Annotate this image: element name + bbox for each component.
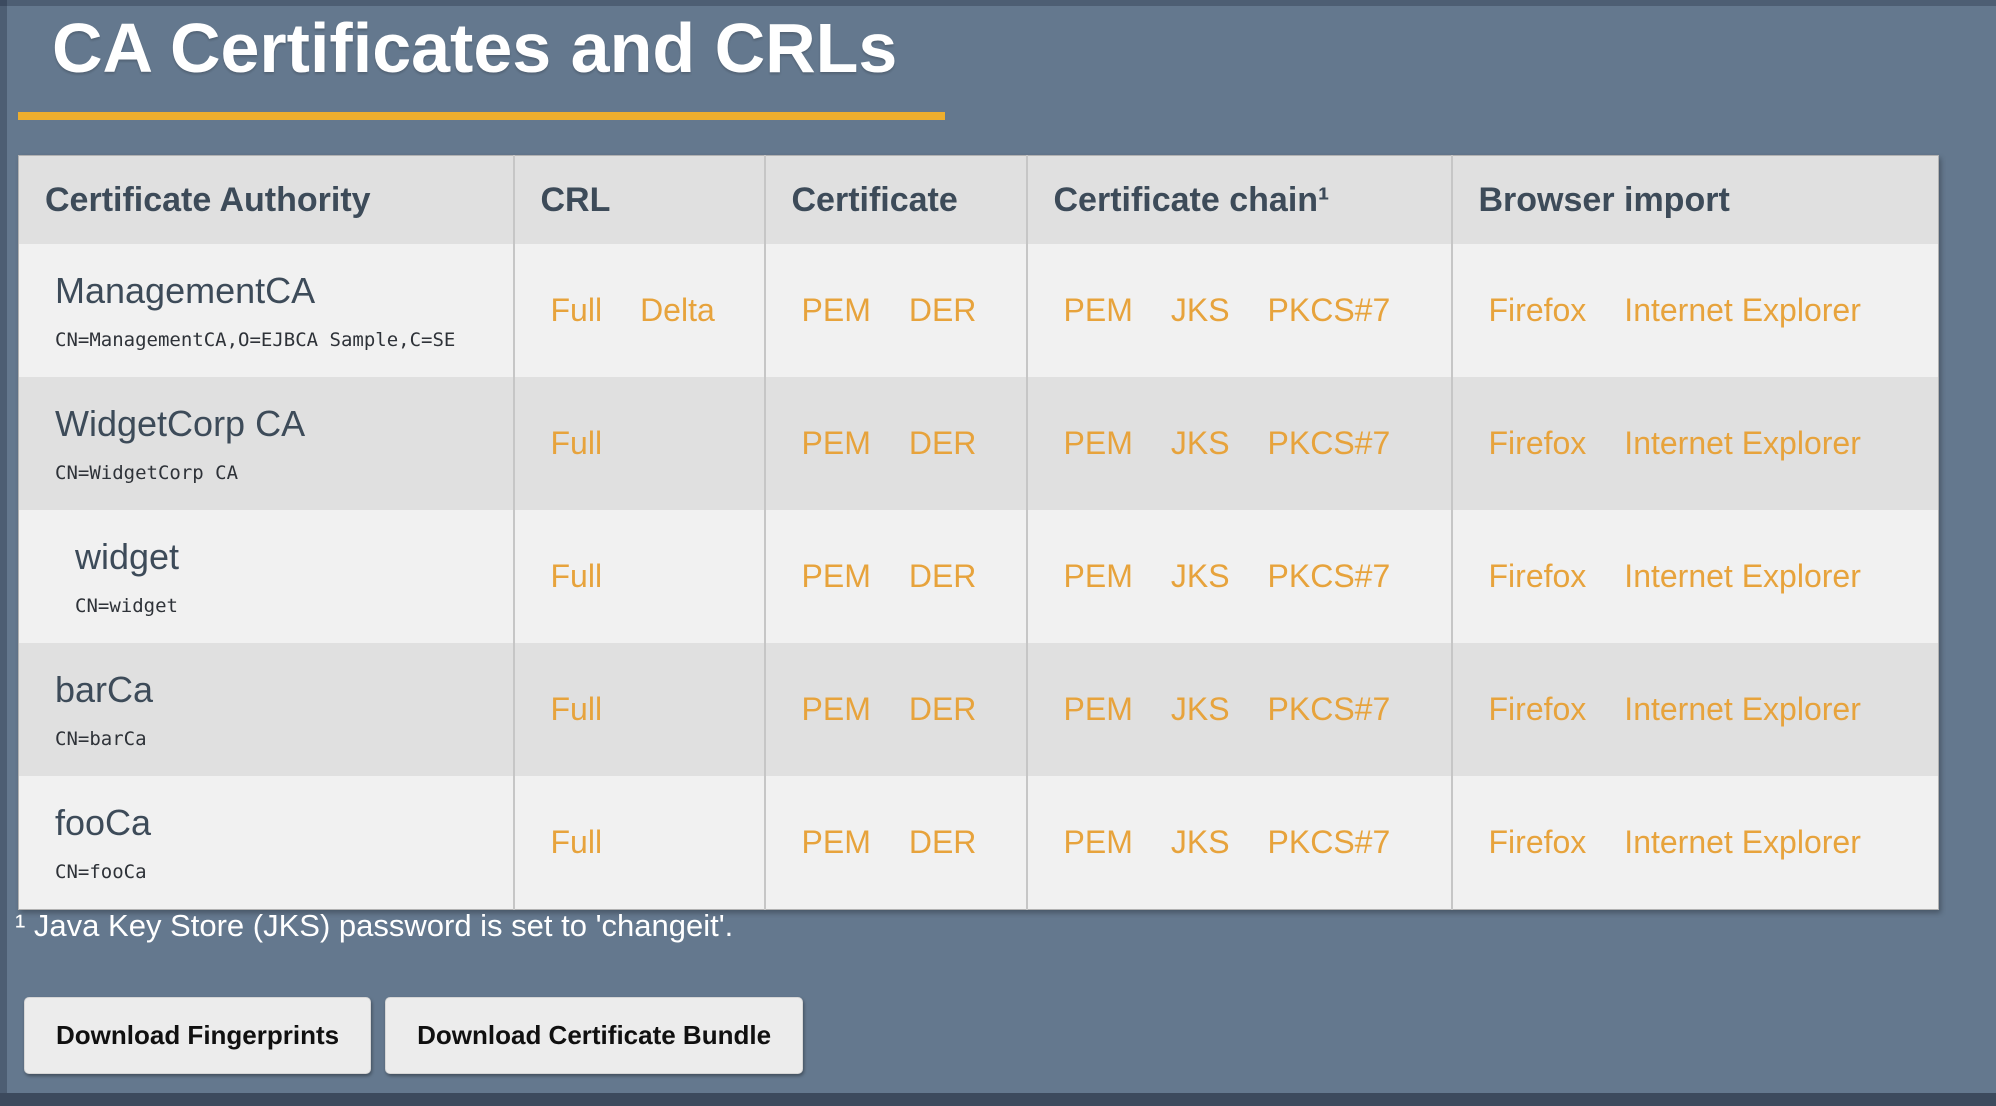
ca-cell: ManagementCA CN=ManagementCA,O=EJBCA Samp… [18,244,514,377]
crl-links-cell: Full [512,377,765,510]
chain-jks-link[interactable]: JKS [1170,824,1230,860]
browser-firefox-link[interactable]: Firefox [1488,824,1587,860]
browser-firefox-link[interactable]: Firefox [1488,425,1587,461]
browser-internet-explorer-link[interactable]: Internet Explorer [1624,691,1861,727]
browser-links-cell: Firefox Internet Explorer [1450,510,1939,643]
ca-subject-dn: CN=fooCa [55,861,147,883]
browser-firefox-link[interactable]: Firefox [1488,691,1587,727]
cert-der-link[interactable]: DER [908,292,977,328]
browser-links-cell: Firefox Internet Explorer [1450,244,1939,377]
chain-jks-link[interactable]: JKS [1170,425,1230,461]
chain-links-cell: PEM JKS PKCS#7 [1025,776,1452,910]
cert-pem-link[interactable]: PEM [801,824,871,860]
ca-name: widget [75,536,180,577]
window-edge-left [0,0,7,1106]
cert-der-link[interactable]: DER [908,558,977,594]
table-header-row: Certificate Authority CRL Certificate Certi… [18,155,1939,244]
crl-links-cell: Full [512,643,765,776]
chain-pem-link[interactable]: PEM [1063,558,1133,594]
download-actions: Download Fingerprints Download Certifica… [24,997,804,1074]
title-underline [18,112,945,120]
ca-name: WidgetCorp CA [55,403,306,444]
ca-name: fooCa [55,802,152,843]
crl-full-link[interactable]: Full [550,425,603,461]
browser-links-cell: Firefox Internet Explorer [1450,776,1939,910]
ca-subject-dn: CN=ManagementCA,O=EJBCA Sample,C=SE [55,329,456,351]
browser-internet-explorer-link[interactable]: Internet Explorer [1624,824,1861,860]
column-header-chain: Certificate chain¹ [1025,155,1452,244]
cert-pem-link[interactable]: PEM [801,558,871,594]
ca-row-barca: barCa CN=barCa Full PEM DER PEM JKS PKCS#7 Firef… [18,643,1939,776]
chain-pem-link[interactable]: PEM [1063,292,1133,328]
cert-pem-link[interactable]: PEM [801,425,871,461]
browser-internet-explorer-link[interactable]: Internet Explorer [1624,558,1861,594]
browser-firefox-link[interactable]: Firefox [1488,558,1587,594]
chain-pkcs-7-link[interactable]: PKCS#7 [1267,558,1391,594]
crl-links-cell: Full [512,776,765,910]
chain-jks-link[interactable]: JKS [1170,691,1230,727]
ca-name: ManagementCA [55,270,316,311]
cert-links-cell: PEM DER [763,510,1027,643]
crl-full-link[interactable]: Full [550,292,603,328]
cert-pem-link[interactable]: PEM [801,691,871,727]
ca-subject-dn: CN=WidgetCorp CA [55,462,239,484]
ca-subject-dn: CN=barCa [55,728,147,750]
cert-der-link[interactable]: DER [908,824,977,860]
ca-cell: widget CN=widget [18,510,514,643]
cert-links-cell: PEM DER [763,643,1027,776]
cert-links-cell: PEM DER [763,244,1027,377]
ca-certificates-table: Certificate Authority CRL Certificate Certi… [18,155,1939,910]
crl-links-cell: Full [512,510,765,643]
jks-password-footnote: ¹ Java Key Store (JKS) password is set t… [15,908,734,943]
ca-row-widget: widget CN=widget Full PEM DER PEM JKS PKCS#7 Fir… [18,510,1939,643]
ca-cell: fooCa CN=fooCa [18,776,514,910]
browser-links-cell: Firefox Internet Explorer [1450,643,1939,776]
chain-jks-link[interactable]: JKS [1170,292,1230,328]
column-header-crl: CRL [512,155,765,244]
ca-subject-dn: CN=widget [75,595,178,617]
chain-pem-link[interactable]: PEM [1063,691,1133,727]
ca-row-managementca: ManagementCA CN=ManagementCA,O=EJBCA Samp… [18,244,1939,377]
crl-delta-link[interactable]: Delta [640,292,715,328]
browser-links-cell: Firefox Internet Explorer [1450,377,1939,510]
ca-cell: WidgetCorp CA CN=WidgetCorp CA [18,377,514,510]
chain-links-cell: PEM JKS PKCS#7 [1025,244,1452,377]
crl-full-link[interactable]: Full [550,824,603,860]
chain-links-cell: PEM JKS PKCS#7 [1025,643,1452,776]
chain-links-cell: PEM JKS PKCS#7 [1025,377,1452,510]
cert-pem-link[interactable]: PEM [801,292,871,328]
window-edge-top [0,0,1996,6]
download-fingerprints-button[interactable]: Download Fingerprints [24,997,372,1074]
crl-links-cell: Full Delta [512,244,765,377]
browser-internet-explorer-link[interactable]: Internet Explorer [1624,292,1861,328]
ca-row-fooca: fooCa CN=fooCa Full PEM DER PEM JKS PKCS#7 Firef… [18,776,1939,910]
chain-pem-link[interactable]: PEM [1063,824,1133,860]
chain-links-cell: PEM JKS PKCS#7 [1025,510,1452,643]
page-title: CA Certificates and CRLs [52,9,898,87]
chain-pkcs-7-link[interactable]: PKCS#7 [1267,292,1391,328]
crl-full-link[interactable]: Full [550,558,603,594]
crl-full-link[interactable]: Full [550,691,603,727]
chain-pkcs-7-link[interactable]: PKCS#7 [1267,425,1391,461]
ca-cell: barCa CN=barCa [18,643,514,776]
cert-links-cell: PEM DER [763,377,1027,510]
cert-links-cell: PEM DER [763,776,1027,910]
window-edge-bottom [0,1093,1996,1106]
column-header-browser: Browser import [1450,155,1939,244]
chain-pem-link[interactable]: PEM [1063,425,1133,461]
column-header-cert: Certificate [763,155,1027,244]
cert-der-link[interactable]: DER [908,425,977,461]
download-certificate-bundle-button[interactable]: Download Certificate Bundle [385,997,804,1074]
browser-internet-explorer-link[interactable]: Internet Explorer [1624,425,1861,461]
ca-name: barCa [55,669,154,710]
cert-der-link[interactable]: DER [908,691,977,727]
ca-row-widgetcorp-ca: WidgetCorp CA CN=WidgetCorp CA Full PEM DER P… [18,377,1939,510]
chain-pkcs-7-link[interactable]: PKCS#7 [1267,824,1391,860]
chain-jks-link[interactable]: JKS [1170,558,1230,594]
browser-firefox-link[interactable]: Firefox [1488,292,1587,328]
chain-pkcs-7-link[interactable]: PKCS#7 [1267,691,1391,727]
column-header-ca: Certificate Authority [18,155,514,244]
